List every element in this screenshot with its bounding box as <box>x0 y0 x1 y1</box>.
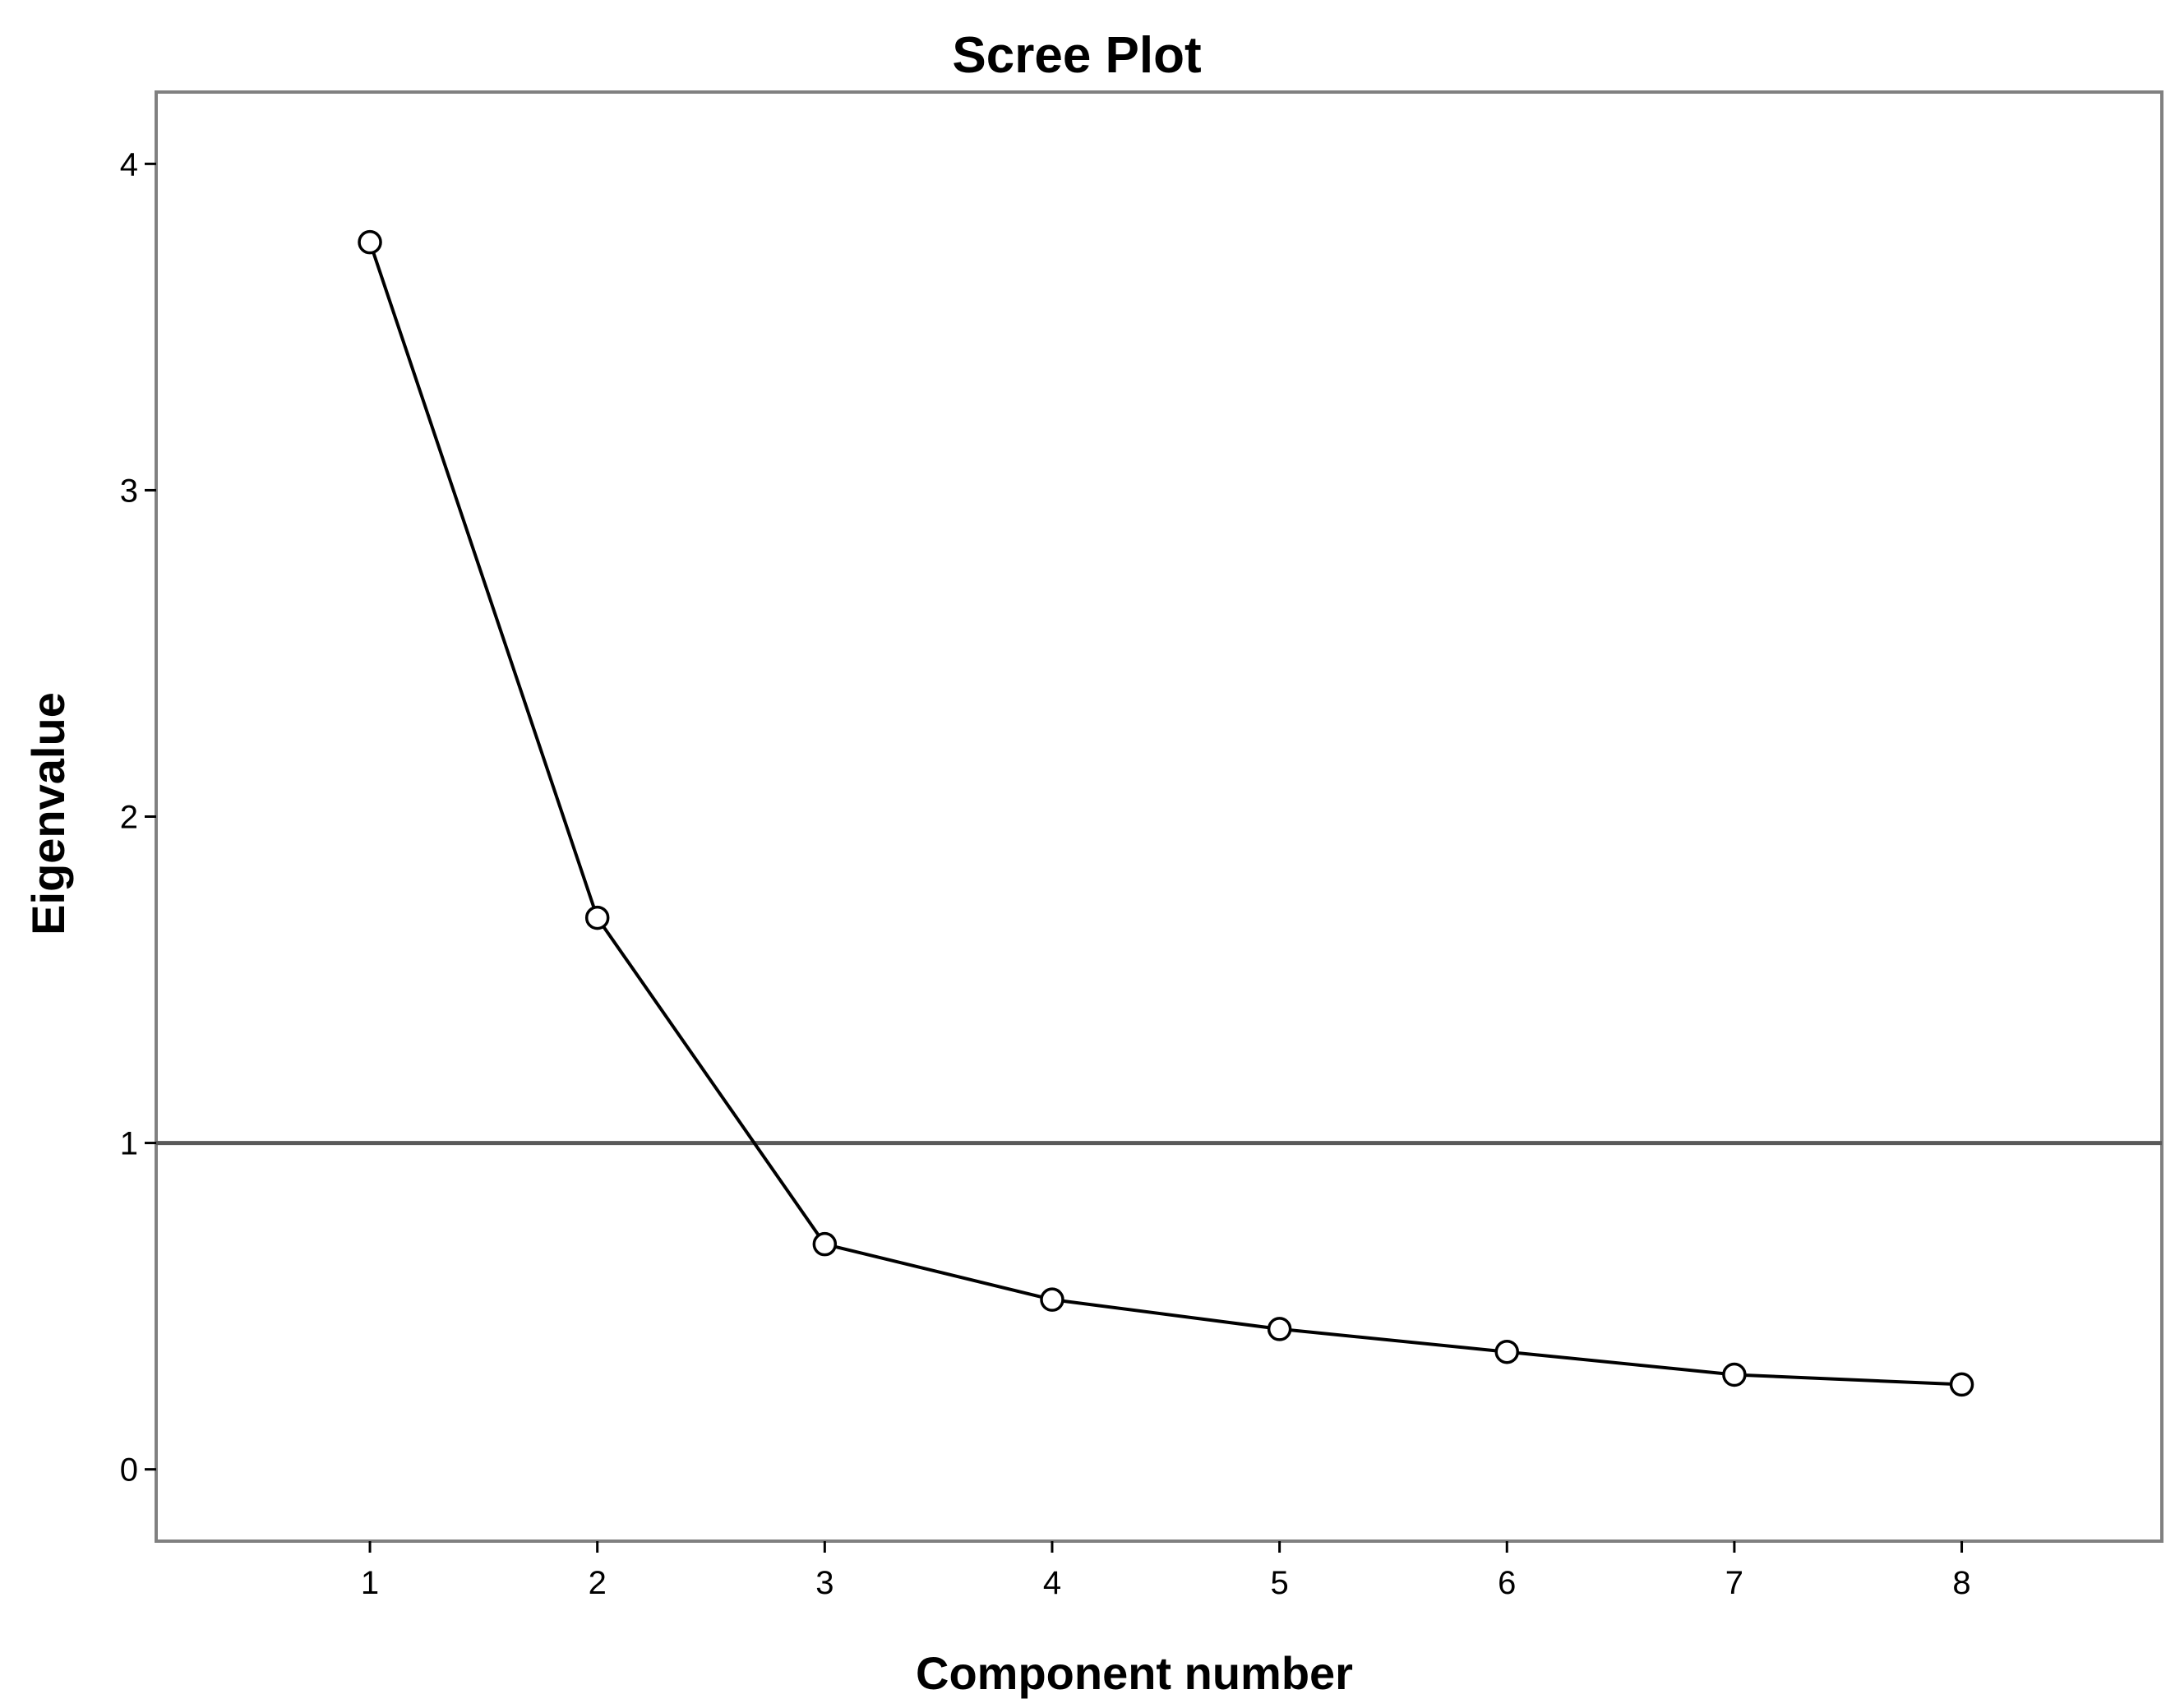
data-point-component-3 <box>812 1231 838 1257</box>
y-tick-label: 2 <box>120 800 138 836</box>
y-tick-label: 0 <box>120 1452 138 1489</box>
data-point-component-8 <box>1949 1372 1974 1397</box>
x-tick-label: 5 <box>1270 1565 1288 1601</box>
data-point-component-4 <box>1040 1287 1064 1312</box>
x-tick-label: 3 <box>815 1565 834 1601</box>
x-tick-label: 1 <box>361 1565 379 1601</box>
data-point-component-6 <box>1494 1339 1520 1364</box>
plot-area-frame <box>155 90 2163 1543</box>
x-tick-label: 4 <box>1043 1565 1061 1601</box>
y-axis: 0 1 2 3 4 <box>120 146 156 1489</box>
data-point-component-5 <box>1267 1317 1292 1341</box>
y-tick-label: 1 <box>120 1126 138 1162</box>
data-point-component-7 <box>1722 1362 1747 1387</box>
x-tick-label: 7 <box>1725 1565 1743 1601</box>
y-axis-label: Eigenvalue <box>22 692 74 935</box>
data-point-component-2 <box>584 905 610 930</box>
x-tick-label: 8 <box>1952 1565 1970 1601</box>
x-tick-label: 6 <box>1498 1565 1516 1601</box>
y-tick-label: 4 <box>120 146 138 182</box>
x-axis: 1 2 3 4 5 6 7 8 <box>361 1541 1971 1601</box>
chart-title: Scree Plot <box>952 27 1201 84</box>
data-point-component-1 <box>358 229 382 255</box>
y-tick-label: 3 <box>120 473 138 509</box>
series-line <box>368 242 1962 1387</box>
series-layer <box>358 229 1974 1397</box>
x-axis-label: Component number <box>916 1647 1353 1699</box>
x-tick-label: 2 <box>589 1565 607 1601</box>
